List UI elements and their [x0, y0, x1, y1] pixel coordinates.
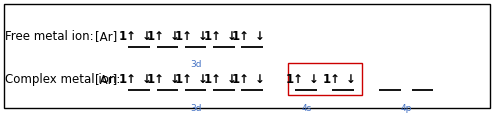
Text: ↓: ↓ [198, 30, 208, 43]
Text: 4p: 4p [401, 103, 412, 112]
Text: ↓: ↓ [254, 30, 264, 43]
FancyBboxPatch shape [4, 5, 490, 108]
Text: 1↑: 1↑ [175, 73, 193, 86]
Text: ↓: ↓ [346, 73, 356, 86]
Text: 4s: 4s [301, 103, 311, 112]
Text: 1↑: 1↑ [119, 30, 137, 43]
Text: ↓: ↓ [142, 30, 152, 43]
Text: [Ar]: [Ar] [95, 30, 118, 43]
Text: 1↑: 1↑ [147, 30, 165, 43]
Text: 1↑: 1↑ [204, 30, 221, 43]
Text: ↓: ↓ [309, 73, 319, 86]
Text: 1↑: 1↑ [232, 73, 249, 86]
Text: Free metal ion:: Free metal ion: [5, 30, 93, 43]
Text: [Ar]: [Ar] [95, 73, 118, 86]
Text: 1↑: 1↑ [119, 73, 137, 86]
Text: ↓: ↓ [170, 73, 180, 86]
Text: ↓: ↓ [254, 73, 264, 86]
Text: 3d: 3d [190, 60, 202, 69]
Text: ↓: ↓ [142, 73, 152, 86]
Text: 1↑: 1↑ [147, 73, 165, 86]
Text: ↓: ↓ [198, 73, 208, 86]
Text: 1↑: 1↑ [175, 30, 193, 43]
Text: 3d: 3d [190, 103, 202, 112]
Text: 1↑: 1↑ [286, 73, 304, 86]
Text: ↓: ↓ [226, 73, 236, 86]
Text: 1↑: 1↑ [323, 73, 341, 86]
Text: ↓: ↓ [226, 30, 236, 43]
Text: 1↑: 1↑ [204, 73, 221, 86]
Text: Complex metal ion:: Complex metal ion: [5, 73, 121, 86]
Text: 1↑: 1↑ [232, 30, 249, 43]
Text: ↓: ↓ [170, 30, 180, 43]
